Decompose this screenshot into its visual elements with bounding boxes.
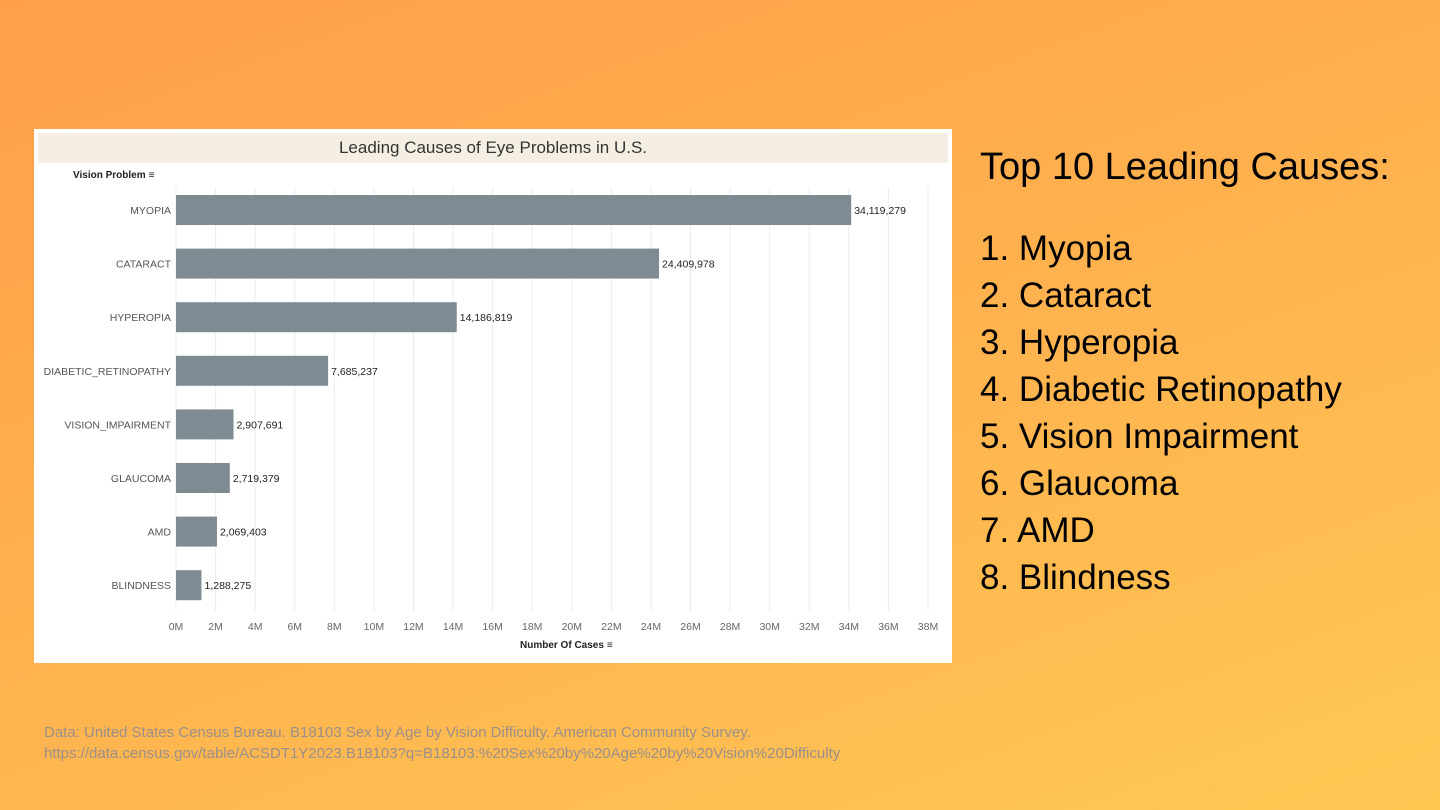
- cause-list-item: 2. Cataract: [980, 276, 1152, 315]
- source-note: Data: United States Census Bureau. B1810…: [44, 722, 1044, 764]
- data-label: 24,409,978: [662, 259, 715, 271]
- x-tick-label: 4M: [248, 621, 263, 633]
- category-label: HYPEROPIA: [110, 312, 171, 324]
- cause-list-item: 1. Myopia: [980, 229, 1132, 268]
- bar-chart: 0M 2M 4M 6M 8M 10M 12M 14M 16M 18M 20M 22M 24M 26M 28M…: [44, 187, 938, 633]
- cause-list-item: 5. Vision Impairment: [980, 417, 1299, 456]
- bar: [176, 355, 329, 386]
- x-tick-label: 2M: [208, 621, 223, 633]
- chart-title: Leading Causes of Eye Problems in U.S.: [38, 133, 948, 163]
- x-tick-label: 26M: [680, 621, 700, 633]
- category-label: VISION_IMPAIRMENT: [64, 419, 171, 431]
- cause-list: 1. Myopia 2. Cataract 3. Hyperopia 4. Diabe…: [980, 225, 1420, 601]
- chart-panel: Leading Causes of Eye Problems in U.S. V…: [34, 129, 952, 663]
- y-axis-header[interactable]: Vision Problem ≡: [73, 170, 155, 181]
- category-label: BLINDNESS: [111, 580, 171, 592]
- category-label: CATARACT: [116, 259, 172, 271]
- cause-list-item: 8. Blindness: [980, 558, 1171, 597]
- x-tick-label: 18M: [522, 621, 542, 633]
- data-label: 7,685,237: [331, 366, 378, 378]
- data-label: 2,069,403: [220, 527, 267, 539]
- data-label: 14,186,819: [460, 312, 513, 324]
- category-label: GLAUCOMA: [111, 473, 171, 485]
- y-axis-title: Vision Problem: [73, 170, 146, 181]
- bar: [176, 516, 217, 547]
- bar: [176, 302, 457, 333]
- x-axis-header[interactable]: Number Of Cases ≡: [520, 640, 613, 651]
- x-tick-label: 10M: [364, 621, 384, 633]
- x-tick-label: 22M: [601, 621, 621, 633]
- cause-list-item: 4. Diabetic Retinopathy: [980, 370, 1342, 409]
- x-tick-label: 36M: [878, 621, 898, 633]
- x-tick-label: 16M: [482, 621, 502, 633]
- bar: [176, 409, 234, 440]
- sort-icon[interactable]: ≡: [606, 640, 613, 651]
- cause-list-item: 3. Hyperopia: [980, 323, 1179, 362]
- x-tick-label: 0M: [169, 621, 184, 633]
- x-axis-title: Number Of Cases: [520, 640, 604, 651]
- x-tick-label: 34M: [839, 621, 859, 633]
- side-panel: Top 10 Leading Causes: 1. Myopia 2. Catar…: [980, 146, 1420, 601]
- cause-list-item: 6. Glaucoma: [980, 464, 1179, 503]
- x-tick-label: 14M: [443, 621, 463, 633]
- category-label: DIABETIC_RETINOPATHY: [44, 366, 171, 378]
- bar: [176, 463, 230, 493]
- x-tick-label: 12M: [403, 621, 423, 633]
- category-label: MYOPIA: [130, 205, 171, 217]
- category-label: AMD: [148, 527, 172, 539]
- data-label: 34,119,279: [854, 205, 906, 217]
- cause-list-item: 7. AMD: [980, 511, 1095, 550]
- source-line-1: Data: United States Census Bureau. B1810…: [44, 724, 751, 741]
- x-tick-label: 8M: [327, 621, 342, 633]
- x-tick-label: 20M: [562, 621, 582, 633]
- data-label: 1,288,275: [204, 580, 251, 592]
- x-tick-label: 24M: [641, 621, 661, 633]
- x-tick-label: 32M: [799, 621, 819, 633]
- source-line-2: https://data.census.gov/table/ACSDT1Y202…: [44, 745, 841, 762]
- bar: [176, 248, 660, 279]
- bar: [176, 570, 202, 601]
- x-tick-label: 30M: [759, 621, 779, 633]
- x-tick-label: 38M: [918, 621, 938, 633]
- data-label: 2,719,379: [233, 473, 280, 485]
- side-panel-title: Top 10 Leading Causes:: [980, 146, 1390, 188]
- sort-icon[interactable]: ≡: [148, 170, 155, 181]
- x-tick-label: 28M: [720, 621, 740, 633]
- x-tick-label: 6M: [287, 621, 302, 633]
- data-label: 2,907,691: [237, 419, 284, 431]
- bar: [176, 195, 852, 225]
